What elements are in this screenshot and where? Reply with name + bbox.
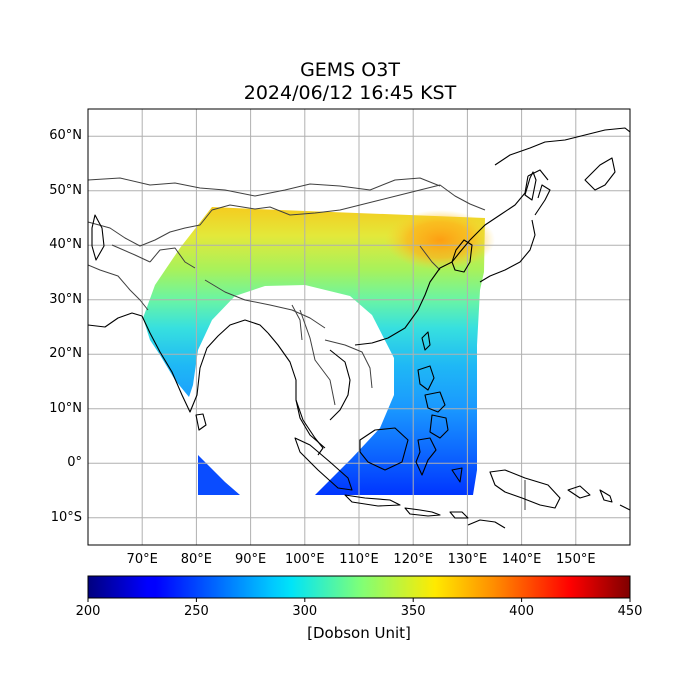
latitude-tick-label: 10°S (50, 509, 82, 525)
map-frame (87, 108, 631, 546)
longitude-tick-label: 90°E (234, 552, 267, 567)
colorbar-tick-label: 300 (292, 604, 318, 619)
latitude-tick-label: 0° (67, 455, 82, 471)
longitude-tick-label: 150°E (556, 552, 596, 567)
ozone-swath-fragment (198, 455, 240, 495)
ozone-swath (143, 207, 485, 495)
longitude-tick-label: 80°E (180, 552, 213, 567)
map-title: GEMS O3T (300, 59, 400, 81)
longitude-tick-label: 130°E (447, 552, 488, 567)
colorbar (87, 575, 631, 602)
colorbar-tick-label: 450 (617, 604, 643, 619)
latitude-tick-label: 20°N (49, 346, 82, 362)
colorbar-tick-label: 250 (183, 604, 209, 619)
ozone-data-layer (143, 207, 495, 495)
latitude-tick-label: 30°N (49, 291, 82, 307)
latitude-tick-label: 40°N (49, 237, 82, 253)
longitude-tick-label: 100°E (285, 552, 325, 567)
country-borders (88, 177, 526, 510)
latitude-tick-label: 50°N (49, 182, 82, 198)
colorbar-tick-label: 350 (400, 604, 426, 619)
longitude-tick-label: 140°E (501, 552, 542, 567)
high-ozone-region (385, 210, 495, 270)
colorbar-ticks (87, 598, 631, 602)
map-subtitle-timestamp: 2024/06/12 16:45 KST (243, 82, 457, 104)
latitude-tick-label: 60°N (49, 128, 82, 144)
longitude-tick-label: 110°E (339, 552, 379, 567)
colorbar-tick-label: 400 (509, 604, 534, 619)
longitude-tick-label: 120°E (393, 552, 433, 567)
coastlines (88, 127, 630, 529)
colorbar-tick-label: 200 (75, 604, 101, 619)
latitude-tick-label: 10°N (49, 400, 82, 416)
longitude-tick-label: 70°E (126, 552, 158, 567)
graticule-grid (88, 109, 630, 545)
colorbar-title: [Dobson Unit] (307, 624, 411, 642)
colorbar-gradient (87, 575, 631, 599)
